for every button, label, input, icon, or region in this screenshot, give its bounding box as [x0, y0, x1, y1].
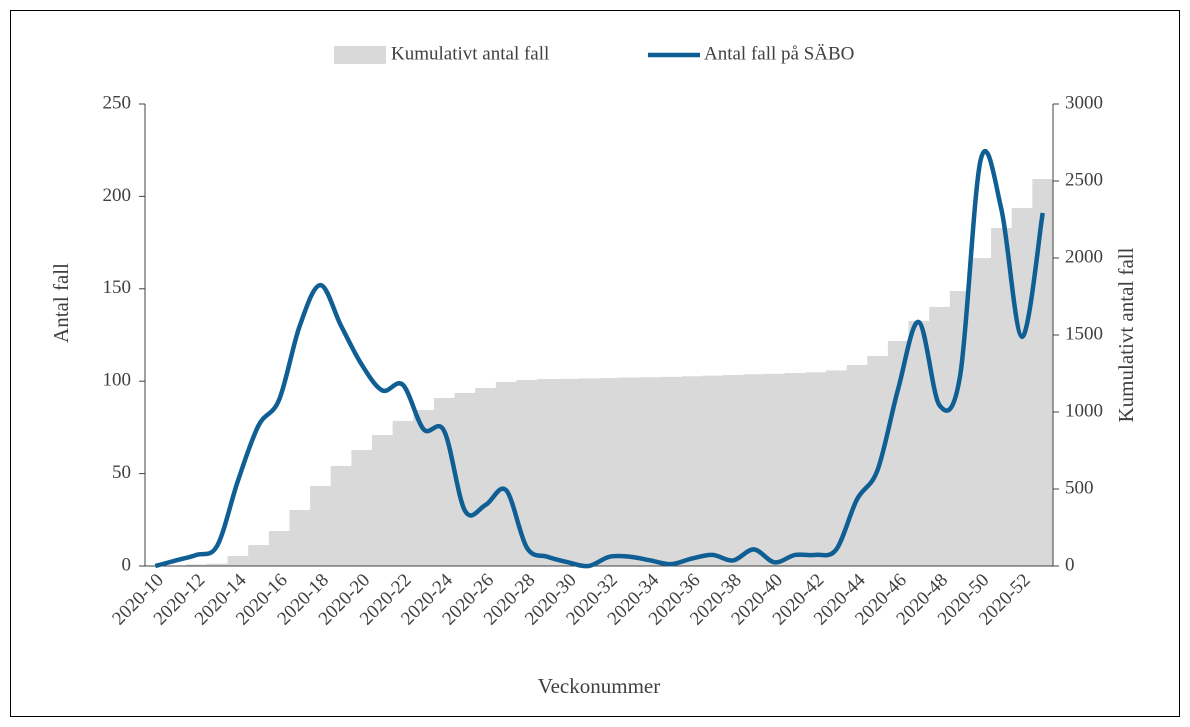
legend-label: Antal fall på SÄBO — [704, 43, 854, 64]
bar — [702, 375, 724, 566]
legend-swatch — [334, 46, 386, 64]
y-tick-label: 150 — [103, 277, 132, 298]
y2-tick-label: 500 — [1065, 477, 1094, 498]
bar — [433, 397, 456, 566]
bar — [495, 381, 517, 566]
bar — [516, 379, 538, 566]
bar — [537, 379, 559, 566]
bar — [289, 509, 311, 566]
bar — [351, 450, 373, 566]
bar — [681, 376, 703, 566]
bar — [227, 555, 249, 566]
y-tick-label: 100 — [103, 370, 132, 391]
bar — [578, 378, 600, 566]
bar — [805, 372, 827, 566]
bar — [206, 563, 229, 566]
line — [154, 149, 1045, 569]
y2-tick-label: 1500 — [1065, 323, 1103, 344]
bar — [887, 341, 910, 566]
bar — [784, 373, 806, 566]
bar — [599, 377, 621, 566]
y2-tick-label: 0 — [1065, 554, 1075, 575]
bar — [619, 377, 641, 566]
bar — [660, 376, 683, 566]
bar — [475, 387, 497, 566]
bar — [949, 290, 971, 566]
bar — [826, 370, 848, 566]
bar — [248, 545, 270, 566]
bar — [372, 434, 394, 566]
bar — [640, 377, 662, 566]
bar — [1011, 207, 1033, 566]
bar — [908, 320, 930, 566]
y-tick-label: 250 — [103, 92, 132, 113]
bar — [970, 258, 992, 566]
bar — [454, 392, 476, 566]
y-tick-label: 0 — [122, 554, 132, 575]
bar — [392, 420, 414, 566]
bar — [764, 373, 786, 566]
bar — [846, 365, 868, 566]
bar — [867, 355, 889, 566]
y-tick-label: 200 — [103, 185, 132, 206]
bar — [991, 227, 1013, 566]
bar — [1032, 178, 1054, 567]
y2-tick-label: 3000 — [1065, 92, 1103, 113]
bar — [413, 409, 435, 566]
y2-tick-label: 2000 — [1065, 246, 1103, 267]
bar — [929, 306, 951, 566]
y2-tick-label: 1000 — [1065, 400, 1103, 421]
bar — [743, 374, 765, 566]
y-axis-title: Antal fall — [49, 263, 73, 343]
bar — [557, 378, 579, 566]
y2-axis-title: Kumulativt antal fall — [1114, 247, 1138, 422]
bar — [310, 485, 332, 566]
x-axis-title: Veckonummer — [538, 674, 660, 698]
bar — [268, 531, 290, 566]
bar — [330, 465, 352, 566]
y-tick-label: 50 — [112, 462, 131, 483]
bar — [722, 375, 744, 566]
y2-tick-label: 2500 — [1065, 169, 1103, 190]
bar — [186, 564, 208, 566]
legend-label: Kumulativt antal fall — [391, 43, 549, 64]
